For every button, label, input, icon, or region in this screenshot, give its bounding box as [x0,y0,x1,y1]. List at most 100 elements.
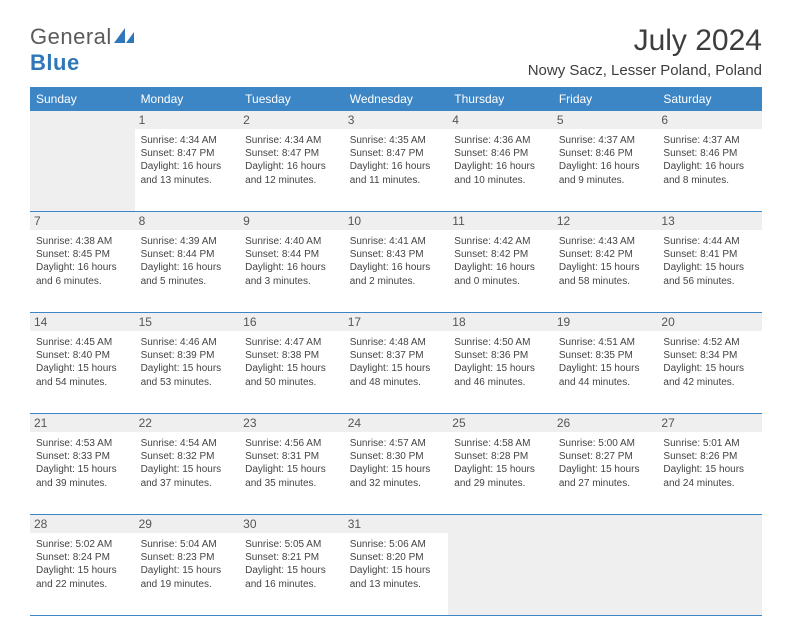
day-body: Sunrise: 5:02 AMSunset: 8:24 PMDaylight:… [30,533,135,615]
sunset-line: Sunset: 8:24 PM [36,551,129,564]
day-body: Sunrise: 4:41 AMSunset: 8:43 PMDaylight:… [344,230,449,312]
day-cell: 2Sunrise: 4:34 AMSunset: 8:47 PMDaylight… [239,111,344,211]
daylight-line: Daylight: 15 hours and 46 minutes. [454,362,547,388]
day-cell: 24Sunrise: 4:57 AMSunset: 8:30 PMDayligh… [344,414,449,514]
sail-icon [114,24,136,40]
day-body: Sunrise: 4:40 AMSunset: 8:44 PMDaylight:… [239,230,344,312]
day-number-row: 27 [657,414,762,432]
day-number-row: 2 [239,111,344,129]
sunrise-line: Sunrise: 4:45 AM [36,336,129,349]
daylight-line: Daylight: 15 hours and 19 minutes. [141,564,234,590]
day-number-row: 22 [135,414,240,432]
day-number: 5 [553,111,658,129]
day-number-row: 12 [553,212,658,230]
day-cell: 10Sunrise: 4:41 AMSunset: 8:43 PMDayligh… [344,212,449,312]
day-body: Sunrise: 5:01 AMSunset: 8:26 PMDaylight:… [657,432,762,514]
day-cell: 28Sunrise: 5:02 AMSunset: 8:24 PMDayligh… [30,515,135,615]
day-number-row: 20 [657,313,762,331]
day-number: 1 [135,111,240,129]
day-number-row: 4 [448,111,553,129]
day-number [657,515,762,533]
sunset-line: Sunset: 8:21 PM [245,551,338,564]
daylight-line: Daylight: 16 hours and 13 minutes. [141,160,234,186]
day-body: Sunrise: 4:50 AMSunset: 8:36 PMDaylight:… [448,331,553,413]
sunrise-line: Sunrise: 5:06 AM [350,538,443,551]
day-number-row: 24 [344,414,449,432]
location-text: Nowy Sacz, Lesser Poland, Poland [528,62,762,79]
day-number-row: 26 [553,414,658,432]
sunrise-line: Sunrise: 4:56 AM [245,437,338,450]
day-cell: 3Sunrise: 4:35 AMSunset: 8:47 PMDaylight… [344,111,449,211]
day-number-row: 19 [553,313,658,331]
day-cell: 26Sunrise: 5:00 AMSunset: 8:27 PMDayligh… [553,414,658,514]
daylight-line: Daylight: 15 hours and 56 minutes. [663,261,756,287]
day-cell: 15Sunrise: 4:46 AMSunset: 8:39 PMDayligh… [135,313,240,413]
day-body: Sunrise: 4:52 AMSunset: 8:34 PMDaylight:… [657,331,762,413]
daylight-line: Daylight: 16 hours and 10 minutes. [454,160,547,186]
daylight-line: Daylight: 15 hours and 29 minutes. [454,463,547,489]
sunrise-line: Sunrise: 4:44 AM [663,235,756,248]
daylight-line: Daylight: 15 hours and 39 minutes. [36,463,129,489]
sunset-line: Sunset: 8:41 PM [663,248,756,261]
day-number-row: 5 [553,111,658,129]
sunset-line: Sunset: 8:36 PM [454,349,547,362]
day-body: Sunrise: 4:44 AMSunset: 8:41 PMDaylight:… [657,230,762,312]
sunrise-line: Sunrise: 5:01 AM [663,437,756,450]
sunrise-line: Sunrise: 4:52 AM [663,336,756,349]
day-body: Sunrise: 4:34 AMSunset: 8:47 PMDaylight:… [239,129,344,211]
sunset-line: Sunset: 8:26 PM [663,450,756,463]
daylight-line: Daylight: 15 hours and 22 minutes. [36,564,129,590]
day-number-row [553,515,658,533]
daylight-line: Daylight: 16 hours and 9 minutes. [559,160,652,186]
day-body: Sunrise: 4:43 AMSunset: 8:42 PMDaylight:… [553,230,658,312]
day-number-row: 3 [344,111,449,129]
day-number: 30 [239,515,344,533]
day-cell: 11Sunrise: 4:42 AMSunset: 8:42 PMDayligh… [448,212,553,312]
day-number: 28 [30,515,135,533]
daylight-line: Daylight: 15 hours and 54 minutes. [36,362,129,388]
dow-cell: Sunday [30,87,135,111]
dow-cell: Monday [135,87,240,111]
daylight-line: Daylight: 16 hours and 2 minutes. [350,261,443,287]
day-body: Sunrise: 4:39 AMSunset: 8:44 PMDaylight:… [135,230,240,312]
daylight-line: Daylight: 15 hours and 27 minutes. [559,463,652,489]
day-number-row: 7 [30,212,135,230]
week-row: 1Sunrise: 4:34 AMSunset: 8:47 PMDaylight… [30,111,762,212]
day-body: Sunrise: 4:38 AMSunset: 8:45 PMDaylight:… [30,230,135,312]
day-cell: 7Sunrise: 4:38 AMSunset: 8:45 PMDaylight… [30,212,135,312]
sunset-line: Sunset: 8:33 PM [36,450,129,463]
day-cell [553,515,658,615]
sunrise-line: Sunrise: 4:57 AM [350,437,443,450]
sunrise-line: Sunrise: 4:53 AM [36,437,129,450]
day-number-row: 30 [239,515,344,533]
daylight-line: Daylight: 15 hours and 50 minutes. [245,362,338,388]
dow-cell: Saturday [657,87,762,111]
logo-word-blue: Blue [30,50,80,75]
sunset-line: Sunset: 8:20 PM [350,551,443,564]
day-number: 27 [657,414,762,432]
daylight-line: Daylight: 15 hours and 32 minutes. [350,463,443,489]
weeks-container: 1Sunrise: 4:34 AMSunset: 8:47 PMDaylight… [30,111,762,616]
sunset-line: Sunset: 8:46 PM [454,147,547,160]
sunrise-line: Sunrise: 5:04 AM [141,538,234,551]
day-body: Sunrise: 4:47 AMSunset: 8:38 PMDaylight:… [239,331,344,413]
day-number-row [30,111,135,129]
sunset-line: Sunset: 8:44 PM [245,248,338,261]
day-cell: 31Sunrise: 5:06 AMSunset: 8:20 PMDayligh… [344,515,449,615]
day-number-row: 17 [344,313,449,331]
day-number-row: 13 [657,212,762,230]
title-block: July 2024 Nowy Sacz, Lesser Poland, Pola… [528,24,762,79]
day-number: 19 [553,313,658,331]
sunset-line: Sunset: 8:46 PM [663,147,756,160]
sunset-line: Sunset: 8:43 PM [350,248,443,261]
day-number: 20 [657,313,762,331]
day-number-row: 14 [30,313,135,331]
day-body: Sunrise: 5:00 AMSunset: 8:27 PMDaylight:… [553,432,658,514]
sunrise-line: Sunrise: 4:43 AM [559,235,652,248]
day-body [553,533,658,615]
daylight-line: Daylight: 15 hours and 24 minutes. [663,463,756,489]
sunrise-line: Sunrise: 5:00 AM [559,437,652,450]
dow-cell: Thursday [448,87,553,111]
daylight-line: Daylight: 16 hours and 12 minutes. [245,160,338,186]
sunset-line: Sunset: 8:45 PM [36,248,129,261]
